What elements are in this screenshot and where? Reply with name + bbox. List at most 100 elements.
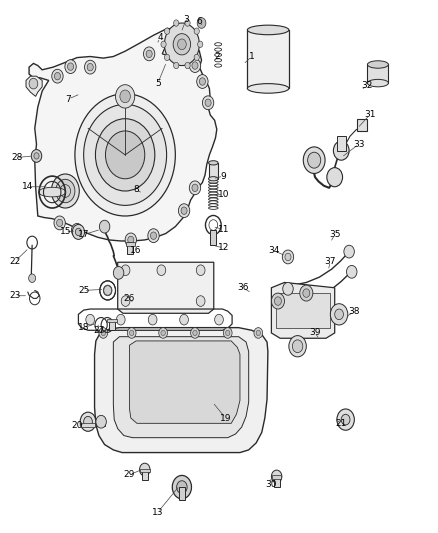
Circle shape <box>226 330 230 336</box>
Bar <box>81 423 95 427</box>
Circle shape <box>191 328 199 338</box>
Circle shape <box>150 232 156 239</box>
Circle shape <box>127 328 136 338</box>
Circle shape <box>202 96 214 110</box>
Circle shape <box>164 23 199 66</box>
Bar <box>247 30 289 88</box>
Ellipse shape <box>247 25 289 35</box>
Circle shape <box>116 85 135 108</box>
Circle shape <box>300 285 313 301</box>
Bar <box>179 487 185 500</box>
Circle shape <box>337 409 354 430</box>
Text: 38: 38 <box>349 307 360 316</box>
Text: 22: 22 <box>10 257 21 265</box>
Circle shape <box>144 47 155 61</box>
Ellipse shape <box>39 187 66 197</box>
Circle shape <box>196 296 205 306</box>
Circle shape <box>341 414 350 425</box>
Bar <box>254 56 283 72</box>
Circle shape <box>80 412 96 431</box>
Text: 39: 39 <box>309 328 321 337</box>
Text: 31: 31 <box>364 110 375 119</box>
Circle shape <box>164 28 170 34</box>
Circle shape <box>192 62 198 69</box>
Circle shape <box>74 227 80 234</box>
Polygon shape <box>162 30 197 59</box>
Circle shape <box>303 147 325 173</box>
Circle shape <box>113 266 124 279</box>
Circle shape <box>189 59 201 72</box>
Circle shape <box>148 229 159 243</box>
Circle shape <box>121 296 130 306</box>
Circle shape <box>275 297 282 305</box>
Ellipse shape <box>208 161 218 165</box>
Text: 19: 19 <box>220 414 231 423</box>
Text: 13: 13 <box>152 507 164 516</box>
Text: 33: 33 <box>353 140 364 149</box>
Polygon shape <box>272 282 335 338</box>
Polygon shape <box>130 341 240 423</box>
Circle shape <box>173 20 179 26</box>
Bar <box>367 64 389 83</box>
Circle shape <box>101 330 106 336</box>
Bar <box>126 242 135 246</box>
Circle shape <box>196 265 205 276</box>
Circle shape <box>344 245 354 258</box>
Circle shape <box>148 314 157 325</box>
Text: 29: 29 <box>124 471 135 479</box>
Text: 27: 27 <box>93 326 105 335</box>
Circle shape <box>117 314 125 325</box>
Circle shape <box>197 18 206 28</box>
Polygon shape <box>95 328 268 453</box>
Circle shape <box>177 39 186 50</box>
Circle shape <box>283 250 293 264</box>
Text: 11: 11 <box>218 225 229 234</box>
Text: 1: 1 <box>249 52 254 61</box>
Circle shape <box>205 99 211 107</box>
Circle shape <box>189 181 201 195</box>
Circle shape <box>161 41 166 47</box>
Polygon shape <box>118 262 214 313</box>
Circle shape <box>84 104 166 205</box>
Circle shape <box>51 174 79 208</box>
Text: 34: 34 <box>268 246 279 255</box>
Circle shape <box>172 475 191 499</box>
Circle shape <box>71 223 83 237</box>
Circle shape <box>157 265 166 276</box>
Circle shape <box>197 75 208 88</box>
Text: 21: 21 <box>336 419 347 428</box>
Ellipse shape <box>367 61 389 68</box>
Circle shape <box>335 309 343 320</box>
Text: 7: 7 <box>66 94 71 103</box>
Circle shape <box>85 60 96 74</box>
Text: 2: 2 <box>214 52 219 61</box>
Bar <box>127 242 134 254</box>
Text: 10: 10 <box>218 190 229 199</box>
Circle shape <box>86 314 95 325</box>
Circle shape <box>181 207 187 214</box>
Text: 5: 5 <box>155 78 161 87</box>
Circle shape <box>215 314 223 325</box>
Circle shape <box>164 54 170 61</box>
Circle shape <box>130 330 134 336</box>
Ellipse shape <box>208 176 218 181</box>
Text: 18: 18 <box>78 323 89 332</box>
Circle shape <box>29 78 38 89</box>
Text: 32: 32 <box>362 81 373 90</box>
Circle shape <box>192 184 198 191</box>
Circle shape <box>161 330 165 336</box>
Circle shape <box>272 293 285 309</box>
Text: 20: 20 <box>71 422 83 431</box>
Circle shape <box>194 54 199 61</box>
Text: 15: 15 <box>60 228 71 237</box>
Circle shape <box>303 289 310 297</box>
Circle shape <box>104 286 112 295</box>
Bar <box>274 477 280 487</box>
Circle shape <box>307 152 321 168</box>
Circle shape <box>72 224 85 239</box>
Text: 16: 16 <box>130 246 142 255</box>
Circle shape <box>140 463 150 476</box>
Bar <box>107 319 117 322</box>
Circle shape <box>99 328 108 338</box>
Circle shape <box>52 69 63 83</box>
